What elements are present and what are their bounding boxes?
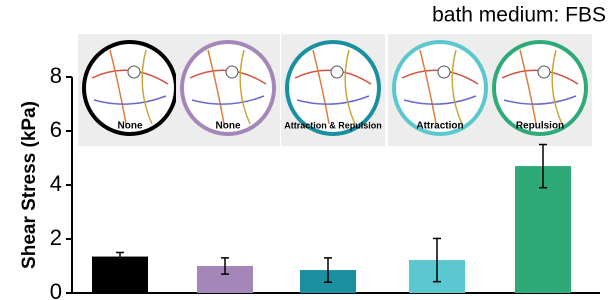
annotation: bath medium: FBS <box>432 4 606 27</box>
chart: bath medium: FBS Shear Stress (kPa) None… <box>0 0 614 300</box>
charge <box>128 66 140 78</box>
y-tick-label: 4 <box>50 171 62 196</box>
y-tick-label: 8 <box>50 63 62 88</box>
category-label: Repulsion <box>516 121 564 132</box>
charge <box>331 66 343 78</box>
y-tick-label: 0 <box>50 279 62 300</box>
charge <box>226 66 238 78</box>
category-label: None <box>118 121 143 132</box>
category-label: Attraction <box>416 121 463 132</box>
y-tick-label: 2 <box>50 225 62 250</box>
charge <box>538 66 550 78</box>
charge <box>438 66 450 78</box>
category-label: None <box>216 121 241 132</box>
bar <box>92 257 148 293</box>
category-label: Attraction & Repulsion <box>284 120 382 130</box>
y-tick-label: 6 <box>50 117 62 142</box>
y-axis-label: Shear Stress (kPa) <box>19 101 40 269</box>
